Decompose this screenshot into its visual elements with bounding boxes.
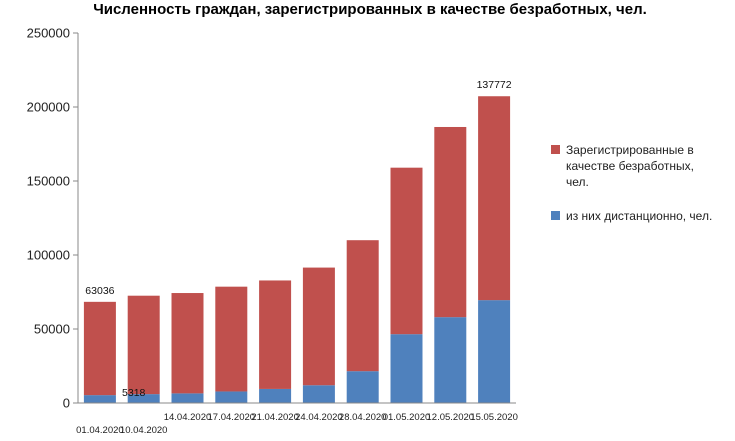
legend-label: чел. [566, 175, 589, 189]
y-axis: 0 50000 100000 150000 200000 250000 [27, 26, 79, 411]
bar-segment [478, 96, 511, 301]
data-label: 137772 [477, 79, 512, 91]
x-tick-label: 17.04.2020 [208, 412, 256, 423]
bar-segment [434, 126, 467, 318]
data-label: 5318 [122, 387, 146, 399]
y-tick-label: 150000 [27, 174, 70, 189]
bar-segment [302, 385, 335, 403]
x-tick-label: 01.04.2020 [76, 425, 124, 436]
legend: Зарегистрированные в качестве безработных… [551, 143, 712, 223]
bar-segment [434, 317, 467, 403]
bar-segment [215, 286, 248, 392]
bar-segment [215, 391, 248, 403]
bar-segment [259, 280, 292, 389]
x-tick-label: 21.04.2020 [251, 412, 299, 423]
bar-segment [83, 301, 116, 396]
y-tick-label: 200000 [27, 100, 70, 115]
bar-segment [302, 267, 335, 386]
bar-segment [346, 240, 379, 372]
bar-segment [171, 393, 204, 403]
legend-swatch [551, 211, 560, 220]
legend-label: качестве безработных, [566, 159, 694, 173]
data-label: 63036 [85, 285, 114, 297]
x-tick-label: 12.05.2020 [427, 412, 475, 423]
bar-segment [259, 388, 292, 403]
legend-label: из них дистанционно, чел. [566, 209, 712, 223]
x-tick-label: 15.05.2020 [470, 412, 518, 423]
x-tick-label: 24.04.2020 [295, 412, 343, 423]
bar-segment [127, 394, 160, 403]
bar-segment [390, 167, 423, 335]
y-tick-label: 50000 [34, 322, 70, 337]
bars [83, 96, 511, 403]
bar-segment [83, 395, 116, 403]
bar-segment [478, 300, 511, 403]
x-tick-label: 28.04.2020 [339, 412, 387, 423]
y-tick-label: 0 [63, 396, 70, 411]
bar-segment [390, 334, 423, 403]
data-labels: 63036 5318 137772 [85, 79, 511, 399]
x-tick-label: 01.05.2020 [383, 412, 431, 423]
legend-swatch [551, 145, 560, 154]
y-tick-label: 100000 [27, 248, 70, 263]
x-tick-label: 14.04.2020 [164, 412, 212, 423]
y-tick-label: 250000 [27, 26, 70, 41]
bar-segment [127, 295, 160, 395]
bar-segment [346, 371, 379, 403]
chart-title: Численность граждан, зарегистрированных … [93, 1, 647, 18]
x-tick-label: 10.04.2020 [120, 425, 168, 436]
legend-label: Зарегистрированные в [566, 143, 694, 157]
bar-segment [171, 293, 204, 394]
